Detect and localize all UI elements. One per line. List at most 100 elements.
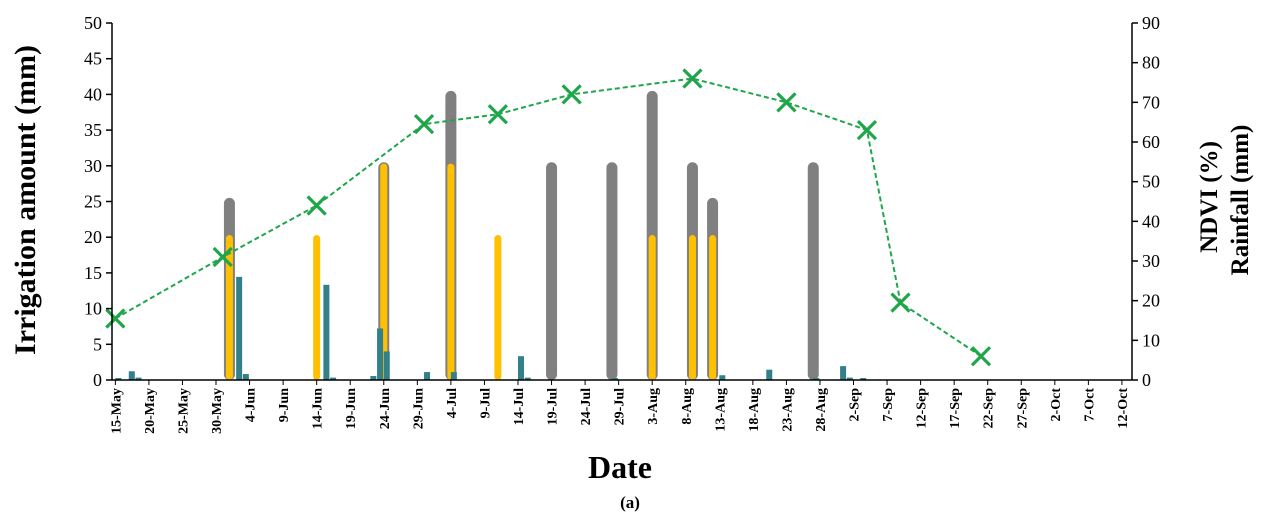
x-tick-label: 30-May — [210, 388, 225, 434]
y-tick-left-label: 20 — [84, 227, 102, 247]
rainfall-bar — [135, 377, 142, 380]
y-tick-right-label: 10 — [1142, 330, 1160, 350]
rainfall-bar — [450, 372, 457, 380]
y-tick-right-label: 90 — [1142, 13, 1160, 33]
rainfall-bar — [813, 378, 820, 380]
x-tick-label: 12-Oct — [1116, 388, 1131, 429]
irrigation-yellow-bar — [380, 163, 388, 380]
x-tick-label: 17-Sep — [948, 388, 963, 429]
ndvi-point-marker — [487, 104, 508, 125]
irrigation-gray-bar — [807, 162, 819, 380]
y-tick-right-label: 50 — [1142, 172, 1160, 192]
rainfall-bar — [370, 376, 377, 380]
rainfall-bar — [330, 377, 337, 380]
x-tick-label: 24-Jul — [579, 388, 594, 425]
ndvi-line — [105, 68, 992, 367]
rainfall-bar — [242, 374, 249, 380]
rainfall-bar — [517, 356, 524, 380]
ndvi-point-marker — [212, 246, 233, 268]
y-tick-right-label: 0 — [1142, 370, 1151, 390]
irrigation-yellow-bar — [688, 235, 696, 380]
y-axis-left-title: Irrigation amount (mm) — [9, 45, 42, 355]
rainfall-bar — [383, 351, 390, 380]
y-tick-left-label: 30 — [84, 156, 102, 176]
irrigation-yellow-bars — [225, 163, 717, 380]
y-ticks-right: 0 10 20 30 40 50 60 70 80 90 — [1132, 13, 1160, 390]
x-tick-label: 23-Aug — [780, 388, 795, 432]
y-ticks-left: 0 5 10 15 20 25 30 35 40 45 50 — [84, 13, 112, 390]
x-tick-label: 2-Sep — [848, 388, 863, 422]
rainfall-bars — [115, 276, 867, 380]
irrigation-yellow-bar — [709, 235, 717, 380]
x-tick-label: 19-Jul — [546, 388, 561, 425]
x-tick-label: 29-Jul — [613, 388, 628, 425]
x-tick-label: 27-Sep — [1015, 388, 1030, 429]
irrigation-yellow-bar — [225, 235, 233, 380]
x-tick-label: 18-Aug — [747, 388, 762, 432]
ndvi-point-marker — [776, 92, 797, 113]
x-tick-label: 4-Jul — [445, 388, 460, 418]
x-axis-title: Date — [588, 449, 652, 485]
x-tick-label: 24-Jun — [378, 388, 393, 429]
x-tick-label: 7-Oct — [1082, 388, 1097, 422]
ndvi-point-marker — [561, 84, 582, 105]
ndvi-point-marker — [890, 292, 911, 313]
y-tick-left-label: 25 — [84, 192, 102, 212]
ndvi-point-marker — [306, 195, 327, 216]
y-tick-right-label: 60 — [1142, 132, 1160, 152]
y-tick-right-label: 80 — [1142, 53, 1160, 73]
rainfall-bar — [115, 378, 122, 380]
x-tick-label: 4-Jun — [244, 388, 259, 422]
x-tick-label: 2-Oct — [1049, 388, 1064, 422]
y-tick-left-label: 45 — [84, 49, 102, 69]
y-tick-left-label: 0 — [93, 370, 102, 390]
irrigation-yellow-bar — [494, 235, 502, 380]
x-tick-label: 12-Sep — [915, 388, 930, 429]
x-tick-label: 9-Jun — [277, 388, 292, 422]
x-tick-label: 25-May — [176, 388, 191, 434]
x-tick-label: 14-Jun — [311, 388, 326, 429]
irrigation-yellow-bar — [447, 163, 455, 380]
irrigation-yellow-bar — [313, 235, 321, 380]
y-tick-left-label: 10 — [84, 299, 102, 319]
x-tick-label: 3-Aug — [646, 388, 661, 425]
y-tick-left-label: 50 — [84, 13, 102, 33]
ndvi-point-marker — [682, 68, 703, 89]
irrigation-yellow-bar — [648, 235, 656, 380]
x-tick-label: 13-Aug — [713, 388, 728, 432]
rainfall-bar — [323, 284, 330, 380]
x-tick-label: 8-Aug — [680, 388, 695, 425]
rainfall-bar — [377, 328, 384, 380]
y-tick-left-label: 35 — [84, 120, 102, 140]
y-axis-right-title-ndvi: NDVI (%) — [1196, 141, 1223, 253]
rainfall-bar — [840, 366, 847, 380]
y-tick-right-label: 30 — [1142, 251, 1160, 271]
x-tick-label: 15-May — [109, 388, 124, 434]
x-tick-label: 7-Sep — [881, 388, 896, 422]
ndvi-point-marker — [413, 114, 435, 135]
rainfall-bar — [128, 371, 135, 380]
ndvi-point-marker — [105, 308, 126, 329]
x-tick-label: 14-Jul — [512, 388, 527, 425]
irrigation-gray-bars — [223, 90, 819, 380]
x-tick-label: 9-Jul — [478, 388, 493, 418]
rainfall-bar — [846, 377, 853, 380]
y-tick-right-label: 20 — [1142, 291, 1160, 311]
y-tick-right-label: 40 — [1142, 211, 1160, 231]
y-tick-left-label: 5 — [93, 334, 102, 354]
y-tick-left-label: 40 — [84, 84, 102, 104]
x-tick-label: 22-Sep — [982, 388, 997, 429]
rainfall-bar — [719, 375, 726, 380]
y-axis-right-title-rainfall: Rainfall (mm) — [1227, 125, 1254, 276]
x-tick-label: 19-Jun — [344, 388, 359, 429]
rainfall-bar — [236, 276, 243, 380]
x-ticks: 15-May 20-May 25-May 30-May 4-Jun 9-Jun 14-Jun… — [109, 380, 1131, 434]
ndvi-point-marker — [856, 119, 878, 141]
rainfall-bar — [524, 377, 531, 380]
x-tick-label: 20-May — [143, 388, 158, 434]
ndvi-point-marker — [970, 346, 992, 367]
y-tick-left-label: 15 — [84, 263, 102, 283]
rainfall-bar — [424, 372, 431, 380]
rainfall-bar — [860, 378, 867, 380]
